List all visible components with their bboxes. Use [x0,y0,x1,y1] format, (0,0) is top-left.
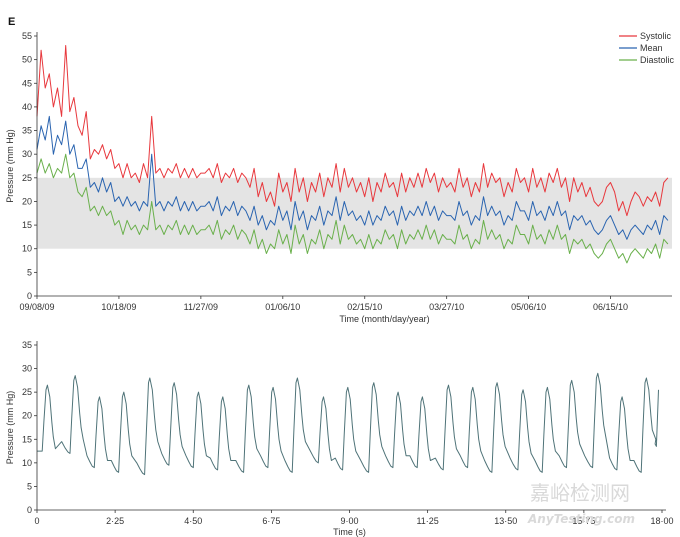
panel-label: E [8,16,15,28]
bottom-y-tick-label: 35 [22,340,32,350]
top-x-tick-label: 11/27/09 [184,302,218,312]
watermark-url-text: AnyTesting.com [527,512,635,526]
bottom-y-axis-label: Pressure (mm Hg) [5,391,15,465]
top-x-tick-label: 01/06/10 [265,302,300,312]
top-x-tick-label: 09/08/09 [19,302,54,312]
bottom-x-tick-label: 2·25 [106,516,124,526]
top-y-tick-label: 0 [27,291,32,301]
top-x-ticks: 09/08/09 10/18/09 11/27/09 01/06/10 02/15/10… [19,296,628,312]
bottom-x-tick-label: 11·25 [416,516,438,526]
bottom-waveform [37,372,659,476]
bottom-chart: 0 5 10 15 20 25 30 35 0 2·25 4·50 6·75 9·00 11·25 13·… [5,340,674,537]
bottom-y-tick-label: 30 [22,364,32,374]
bottom-x-ticks: 0 2·25 4·50 6·75 9·00 11·25 13·50 15·75 18·00 [34,510,674,526]
top-y-tick-label: 5 [27,267,32,277]
bottom-y-tick-label: 0 [27,505,32,515]
top-x-tick-label: 05/06/10 [511,302,546,312]
mean-line [36,115,669,240]
top-y-tick-label: 45 [22,78,32,88]
diastolic-line [36,153,669,264]
top-y-axis-label: Pressure (mm Hg) [5,129,15,203]
top-chart: E 0 5 10 15 20 25 30 35 40 45 50 55 09/08/09 10/18/0… [5,16,675,324]
top-x-tick-label: 02/15/10 [347,302,382,312]
top-y-tick-label: 10 [22,244,32,254]
systolic-line [36,45,669,217]
top-y-tick-label: 30 [22,149,32,159]
bottom-x-tick-label: 4·50 [184,516,202,526]
bottom-x-tick-label: 9·00 [340,516,358,526]
top-y-tick-label: 25 [22,173,32,183]
bottom-x-tick-label: 6·75 [262,516,280,526]
bottom-y-tick-label: 25 [22,387,32,397]
watermark-logo-text: 嘉峪检测网 [530,481,630,505]
bottom-x-axis-label: Time (s) [333,527,366,537]
legend: Systolic Mean Diastolic [619,31,675,65]
top-y-tick-label: 15 [22,220,32,230]
top-x-tick-label: 03/27/10 [429,302,464,312]
top-y-tick-label: 50 [22,55,32,65]
top-y-tick-label: 40 [22,102,32,112]
bottom-y-tick-label: 15 [22,434,32,444]
top-y-tick-label: 20 [22,196,32,206]
bottom-y-tick-label: 5 [27,481,32,491]
legend-mean-label: Mean [640,43,663,53]
top-x-axis-label: Time (month/day/year) [339,314,429,324]
bottom-y-tick-label: 10 [22,458,32,468]
top-y-tick-label: 55 [22,31,32,41]
pressure-waveform-line [37,372,659,476]
top-series-lines [36,45,669,264]
bottom-x-tick-label: 13·50 [494,516,517,526]
bottom-y-tick-label: 20 [22,411,32,421]
bottom-x-tick-label: 0 [34,516,39,526]
legend-diastolic-label: Diastolic [640,55,675,65]
bottom-x-tick-label: 15·75 [572,516,595,526]
bottom-y-ticks: 0 5 10 15 20 25 30 35 [22,340,37,515]
top-x-tick-label: 10/18/09 [101,302,136,312]
legend-systolic-label: Systolic [640,31,672,41]
top-x-tick-label: 06/15/10 [593,302,628,312]
top-y-tick-label: 35 [22,126,32,136]
top-y-ticks: 0 5 10 15 20 25 30 35 40 45 50 55 [22,31,37,301]
bottom-x-tick-label: 18·00 [650,516,673,526]
